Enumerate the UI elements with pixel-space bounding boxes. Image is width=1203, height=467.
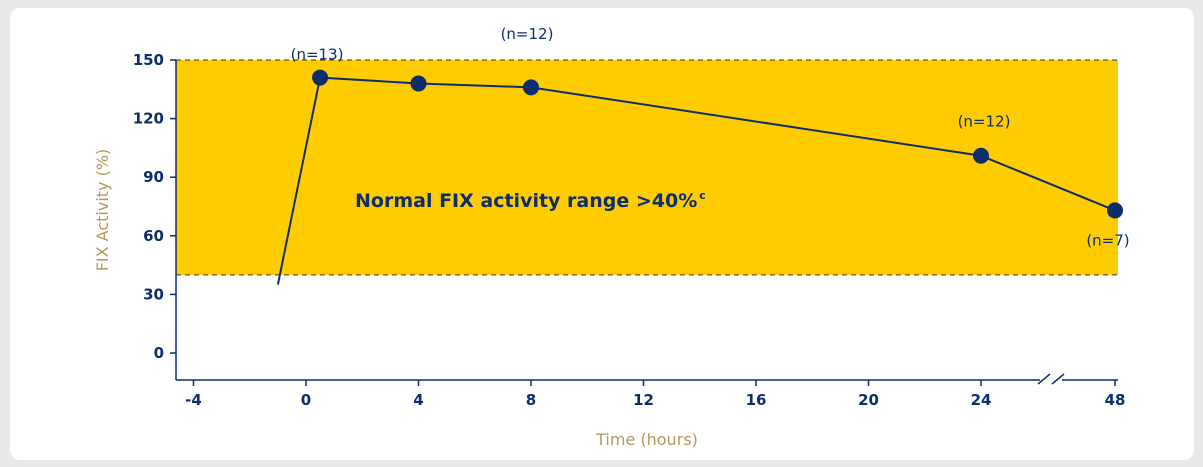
normal-range-band (176, 60, 1118, 275)
x-tick-label: -4 (185, 391, 202, 409)
x-tick-label: 24 (971, 391, 992, 409)
sample-size-label: (n=12) (501, 25, 554, 43)
sample-size-label: (n=12) (958, 113, 1011, 131)
axes (175, 60, 1118, 385)
y-tick-label: 60 (143, 227, 164, 245)
y-tick-label: 0 (154, 344, 164, 362)
y-tick-label: 120 (133, 110, 164, 128)
y-axis-title: FIX Activity (%) (93, 149, 112, 272)
x-tick-label: 48 (1105, 391, 1126, 409)
data-point (973, 147, 989, 164)
axis-break-mark (1051, 373, 1065, 385)
sample-size-label: (n=7) (1086, 231, 1129, 249)
x-tick-label: 4 (413, 391, 423, 409)
axis-break-mark (1037, 373, 1051, 385)
data-point (1107, 202, 1123, 219)
band-label: Normal FIX activity range >40% c (355, 189, 706, 212)
x-axis-title: Time (hours) (595, 430, 698, 449)
x-tick-labels: -4 0 4 8 12 16 20 24 48 (185, 380, 1125, 409)
data-point (410, 75, 427, 92)
x-tick-label: 20 (858, 391, 879, 409)
x-tick-label: 12 (633, 391, 654, 409)
y-tick-label: 30 (143, 285, 164, 303)
sample-size-label: (n=13) (291, 46, 344, 64)
y-tick-label: 90 (143, 168, 164, 186)
data-point (523, 79, 539, 96)
x-tick-label: 0 (301, 391, 311, 409)
data-point (312, 69, 329, 86)
y-tick-labels: 0 30 60 90 120 150 (133, 51, 176, 362)
x-tick-label: 16 (746, 391, 767, 409)
sample-size-annotations: (n=13) (n=12) (n=12) (n=7) (291, 25, 1130, 249)
series-line (276, 76, 1116, 285)
y-tick-label: 150 (133, 51, 164, 69)
series-markers (312, 69, 1123, 219)
x-tick-label: 8 (526, 391, 536, 409)
